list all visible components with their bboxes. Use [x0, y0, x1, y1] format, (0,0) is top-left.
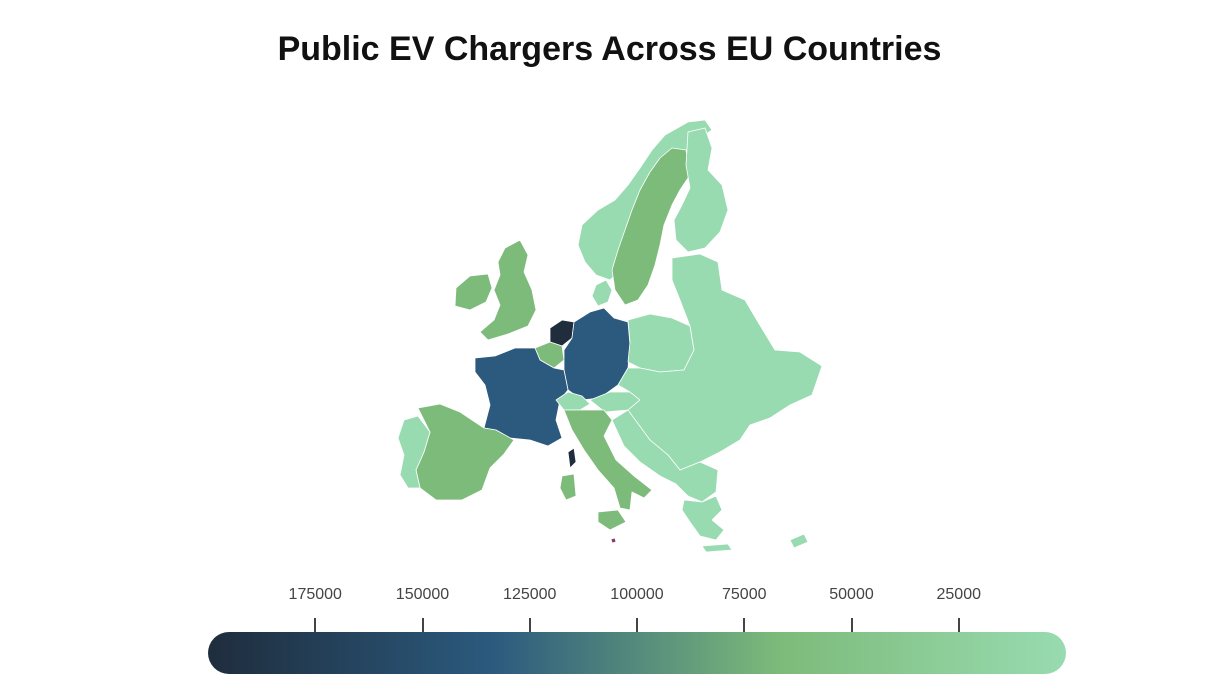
colorbar-tick-label: 175000: [288, 586, 342, 603]
colorbar-tick-label: 100000: [610, 586, 664, 603]
region-crete[interactable]: [701, 543, 733, 553]
region-balkans[interactable]: [611, 409, 719, 503]
colorbar-tick: [850, 618, 853, 632]
region-greece[interactable]: [681, 495, 725, 541]
colorbar-tick: [957, 618, 960, 632]
region-ireland[interactable]: [454, 273, 493, 311]
region-cyprus[interactable]: [789, 533, 809, 549]
region-sardinia[interactable]: [559, 473, 577, 501]
region-poland[interactable]: [627, 313, 695, 373]
region-denmark[interactable]: [591, 279, 613, 307]
colorbar: [208, 632, 1066, 674]
colorbar-tick-label: 50000: [829, 586, 874, 603]
region-finland[interactable]: [673, 127, 729, 253]
region-italy[interactable]: [563, 409, 653, 511]
colorbar-tick-label: 25000: [936, 586, 982, 603]
region-malta[interactable]: [610, 537, 617, 544]
region-portugal[interactable]: [397, 415, 431, 489]
colorbar-tick: [636, 618, 638, 632]
region-france[interactable]: [474, 347, 569, 447]
region-sicily[interactable]: [597, 509, 627, 531]
europe-map: [397, 119, 823, 553]
colorbar-tick: [528, 618, 531, 632]
colorbar-tick: [314, 618, 317, 632]
colorbar-tick-label: 125000: [503, 586, 557, 603]
chart-title: Public EV Chargers Across EU Countries: [277, 30, 942, 68]
colorbar-tick-label: 75000: [722, 586, 767, 603]
colorbar-tick: [743, 618, 746, 632]
region-corsica[interactable]: [567, 447, 577, 469]
colorbar-tick: [421, 618, 424, 632]
colorbar-tick-label: 150000: [395, 586, 450, 603]
color-legend: 175000 150000 125000 100000 75000 50000 25000: [208, 580, 1068, 680]
region-sweden[interactable]: [611, 147, 691, 306]
region-united-kingdom[interactable]: [479, 239, 537, 341]
